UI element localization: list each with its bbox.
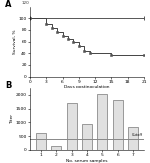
Strain YN bbox=[67, 38, 69, 40]
Y-axis label: Survival, %: Survival, % bbox=[13, 29, 17, 54]
Strain YN bbox=[45, 23, 47, 25]
Bar bbox=[36, 133, 46, 150]
Bar bbox=[97, 94, 107, 150]
Bar bbox=[113, 100, 123, 150]
Strain YN bbox=[56, 31, 58, 33]
Text: B: B bbox=[5, 81, 11, 90]
X-axis label: Days postinoculation: Days postinoculation bbox=[64, 85, 110, 89]
Strain YN bbox=[143, 54, 145, 56]
Strain YN bbox=[29, 17, 31, 19]
Bar bbox=[51, 146, 61, 150]
Strain YN bbox=[62, 35, 63, 37]
Bar bbox=[67, 103, 77, 150]
Bar bbox=[128, 127, 138, 150]
X-axis label: No. serum samples: No. serum samples bbox=[66, 159, 108, 163]
Text: Cutoff: Cutoff bbox=[131, 133, 142, 137]
Strain YN bbox=[111, 54, 112, 56]
Strain YN bbox=[89, 52, 91, 54]
Text: A: A bbox=[5, 0, 11, 8]
Line: Strain YN: Strain YN bbox=[30, 18, 144, 55]
Y-axis label: Titer: Titer bbox=[10, 114, 14, 124]
Strain YN bbox=[78, 45, 80, 47]
Strain YN bbox=[73, 41, 74, 43]
Strain YN bbox=[83, 51, 85, 52]
Bar bbox=[82, 124, 92, 150]
Text: 120: 120 bbox=[21, 1, 29, 5]
Strain YN bbox=[51, 27, 53, 29]
